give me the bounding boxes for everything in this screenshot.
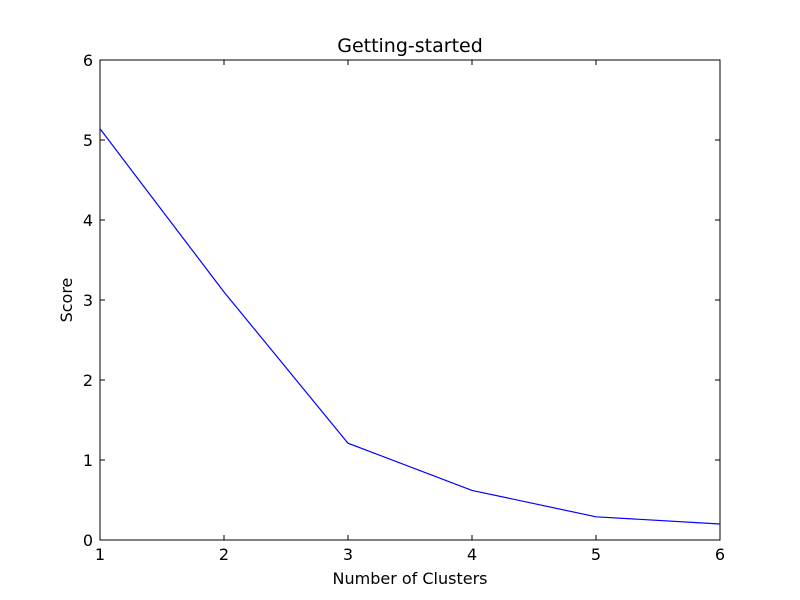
y-axis-label: Score [57, 278, 76, 323]
chart-title: Getting-started [337, 35, 483, 57]
y-tick-label: 2 [83, 371, 93, 390]
series-line-0 [99, 128, 721, 525]
x-axis-label: Number of Clusters [333, 569, 488, 588]
y-tick-label: 6 [83, 51, 93, 70]
x-tick-label: 2 [219, 545, 229, 564]
y-axis-ticks: 0 1 2 3 4 5 6 [83, 51, 720, 550]
y-tick-label: 0 [83, 531, 93, 550]
y-tick-label: 1 [83, 451, 93, 470]
x-tick-label: 6 [715, 545, 725, 564]
x-tick-label: 3 [343, 545, 353, 564]
x-tick-label: 5 [591, 545, 601, 564]
y-tick-label: 5 [83, 131, 93, 150]
x-tick-label: 4 [467, 545, 477, 564]
series-group [99, 128, 721, 525]
x-axis-ticks: 1 2 3 4 5 6 [95, 60, 725, 564]
y-tick-label: 4 [83, 211, 93, 230]
x-tick-label: 1 [95, 545, 105, 564]
plot-frame [99, 59, 721, 541]
y-tick-label: 3 [83, 291, 93, 310]
